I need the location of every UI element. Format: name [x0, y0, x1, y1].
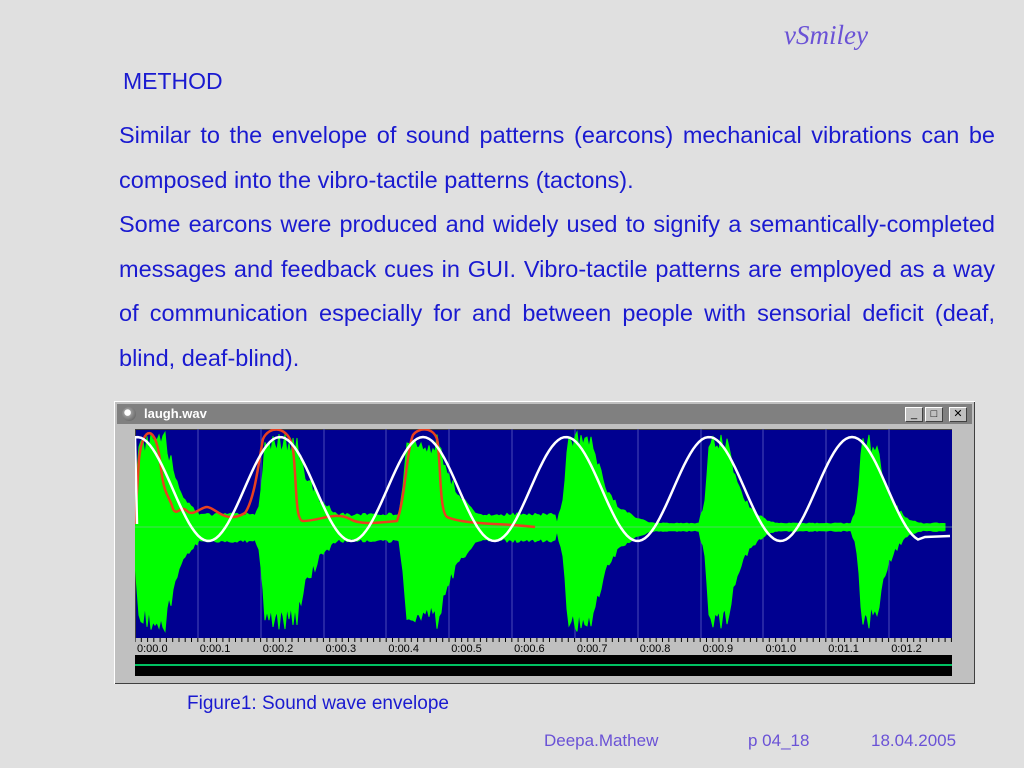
timeline-label: 0:00.7	[577, 643, 608, 655]
cd-icon	[122, 407, 136, 421]
timeline-label: 0:01.2	[891, 643, 922, 655]
timeline-ticks	[135, 638, 952, 642]
section-heading: METHOD	[123, 68, 223, 94]
timeline-label: 0:00.6	[514, 643, 545, 655]
timeline-bar	[135, 638, 952, 655]
timeline-label: 0:00.5	[451, 643, 482, 655]
red-envelope-curve	[135, 429, 536, 529]
window-title: laugh.wav	[144, 406, 207, 421]
timeline-label: 0:00.4	[388, 643, 419, 655]
waveform	[135, 430, 946, 633]
minimize-button[interactable]: _	[905, 407, 923, 422]
timeline-label: 0:00.3	[326, 643, 357, 655]
footer-page: p 04_18	[748, 731, 810, 750]
figure-caption: Figure1: Sound wave envelope	[187, 693, 449, 714]
timeline-label: 0:00.2	[263, 643, 294, 655]
timeline-label: 0:01.1	[828, 643, 859, 655]
maximize-icon: □	[930, 408, 938, 420]
waveform-svg: 0:00.0 0:00.1 0:00.2 0:00.3 0:00.4 0:00.5 0:00…	[135, 429, 952, 676]
timeline-label: 0:01.0	[766, 643, 797, 655]
footer-author: Deepa.Mathew	[544, 731, 659, 750]
minimize-icon: _	[910, 408, 918, 420]
window-titlebar[interactable]: laugh.wav _ □ ✕	[117, 404, 972, 424]
timeline-label: 0:00.1	[200, 643, 231, 655]
timeline-labels: 0:00.0 0:00.1 0:00.2 0:00.3 0:00.4 0:00.5 0:00…	[137, 643, 922, 655]
brand-title: vSmiley	[784, 20, 868, 50]
paragraph-1: Similar to the envelope of sound pattern…	[119, 122, 995, 193]
audio-window: laugh.wav _ □ ✕ 0:00.0 0:00.1 0:00.2 0:00.3…	[114, 401, 975, 684]
close-button[interactable]: ✕	[949, 407, 967, 422]
body-text: Similar to the envelope of sound pattern…	[119, 113, 995, 381]
maximize-button[interactable]: □	[925, 407, 943, 422]
timeline-label: 0:00.8	[640, 643, 671, 655]
footer-date: 18.04.2005	[871, 731, 957, 750]
paragraph-2: Some earcons were produced and widely us…	[119, 211, 995, 371]
close-icon: ✕	[953, 408, 963, 420]
timeline-label: 0:00.0	[137, 643, 168, 655]
timeline-label: 0:00.9	[703, 643, 734, 655]
white-envelope-curve	[135, 435, 951, 543]
waveform-plot[interactable]: 0:00.0 0:00.1 0:00.2 0:00.3 0:00.4 0:00.5 0:00…	[135, 429, 952, 676]
